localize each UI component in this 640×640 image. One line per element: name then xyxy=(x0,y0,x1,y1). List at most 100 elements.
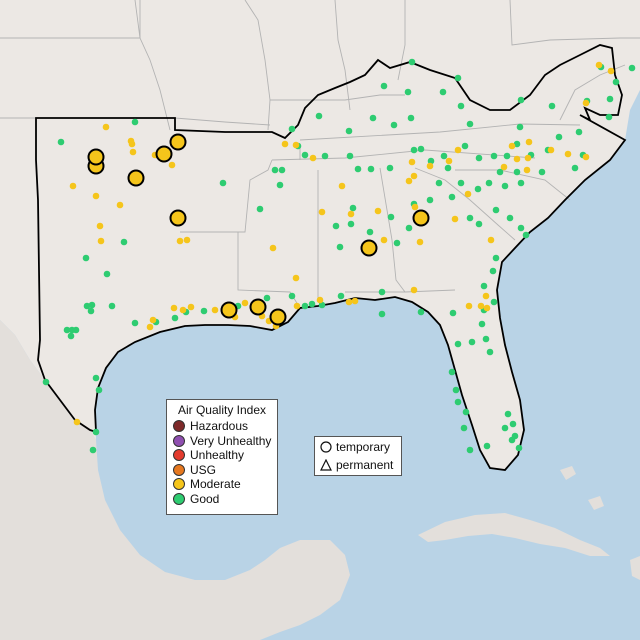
moderate-monitor-marker[interactable] xyxy=(176,237,184,245)
good-monitor-marker[interactable] xyxy=(444,164,452,172)
temporary-moderate-monitor-marker[interactable] xyxy=(220,301,238,319)
moderate-monitor-marker[interactable] xyxy=(168,161,176,169)
moderate-monitor-marker[interactable] xyxy=(408,158,416,166)
good-monitor-marker[interactable] xyxy=(452,386,460,394)
good-monitor-marker[interactable] xyxy=(503,152,511,160)
good-monitor-marker[interactable] xyxy=(378,288,386,296)
moderate-monitor-marker[interactable] xyxy=(508,142,516,150)
good-monitor-marker[interactable] xyxy=(538,168,546,176)
good-monitor-marker[interactable] xyxy=(628,64,636,72)
moderate-monitor-marker[interactable] xyxy=(351,297,359,305)
good-monitor-marker[interactable] xyxy=(448,193,456,201)
good-monitor-marker[interactable] xyxy=(485,179,493,187)
moderate-monitor-marker[interactable] xyxy=(454,146,462,154)
good-monitor-marker[interactable] xyxy=(515,444,523,452)
good-monitor-marker[interactable] xyxy=(454,340,462,348)
good-monitor-marker[interactable] xyxy=(332,222,340,230)
moderate-monitor-marker[interactable] xyxy=(451,215,459,223)
good-monitor-marker[interactable] xyxy=(522,231,530,239)
good-monitor-marker[interactable] xyxy=(108,302,116,310)
good-monitor-marker[interactable] xyxy=(513,140,521,148)
moderate-monitor-marker[interactable] xyxy=(149,316,157,324)
moderate-monitor-marker[interactable] xyxy=(127,137,135,145)
moderate-monitor-marker[interactable] xyxy=(525,138,533,146)
good-monitor-marker[interactable] xyxy=(345,127,353,135)
moderate-monitor-marker[interactable] xyxy=(146,323,154,331)
temporary-moderate-monitor-marker[interactable] xyxy=(360,239,378,257)
moderate-monitor-marker[interactable] xyxy=(211,306,219,314)
good-monitor-marker[interactable] xyxy=(407,114,415,122)
moderate-monitor-marker[interactable] xyxy=(116,201,124,209)
moderate-monitor-marker[interactable] xyxy=(97,237,105,245)
moderate-monitor-marker[interactable] xyxy=(564,150,572,158)
good-monitor-marker[interactable] xyxy=(131,118,139,126)
good-monitor-marker[interactable] xyxy=(501,182,509,190)
good-monitor-marker[interactable] xyxy=(366,228,374,236)
good-monitor-marker[interactable] xyxy=(475,154,483,162)
moderate-monitor-marker[interactable] xyxy=(582,153,590,161)
good-monitor-marker[interactable] xyxy=(466,120,474,128)
good-monitor-marker[interactable] xyxy=(349,204,357,212)
moderate-monitor-marker[interactable] xyxy=(281,140,289,148)
good-monitor-marker[interactable] xyxy=(462,408,470,416)
good-monitor-marker[interactable] xyxy=(490,298,498,306)
moderate-monitor-marker[interactable] xyxy=(241,299,249,307)
good-monitor-marker[interactable] xyxy=(454,74,462,82)
good-monitor-marker[interactable] xyxy=(417,145,425,153)
good-monitor-marker[interactable] xyxy=(449,309,457,317)
good-monitor-marker[interactable] xyxy=(516,123,524,131)
good-monitor-marker[interactable] xyxy=(575,128,583,136)
good-monitor-marker[interactable] xyxy=(508,436,516,444)
moderate-monitor-marker[interactable] xyxy=(318,208,326,216)
good-monitor-marker[interactable] xyxy=(103,270,111,278)
good-monitor-marker[interactable] xyxy=(483,442,491,450)
good-monitor-marker[interactable] xyxy=(271,166,279,174)
moderate-monitor-marker[interactable] xyxy=(380,236,388,244)
good-monitor-marker[interactable] xyxy=(288,125,296,133)
good-monitor-marker[interactable] xyxy=(513,168,521,176)
good-monitor-marker[interactable] xyxy=(426,196,434,204)
moderate-monitor-marker[interactable] xyxy=(607,67,615,75)
good-monitor-marker[interactable] xyxy=(482,335,490,343)
good-monitor-marker[interactable] xyxy=(606,95,614,103)
good-monitor-marker[interactable] xyxy=(489,267,497,275)
moderate-monitor-marker[interactable] xyxy=(170,304,178,312)
moderate-monitor-marker[interactable] xyxy=(347,210,355,218)
good-monitor-marker[interactable] xyxy=(369,114,377,122)
moderate-monitor-marker[interactable] xyxy=(374,207,382,215)
moderate-monitor-marker[interactable] xyxy=(487,236,495,244)
good-monitor-marker[interactable] xyxy=(474,185,482,193)
good-monitor-marker[interactable] xyxy=(435,179,443,187)
good-monitor-marker[interactable] xyxy=(417,308,425,316)
moderate-monitor-marker[interactable] xyxy=(416,238,424,246)
good-monitor-marker[interactable] xyxy=(337,292,345,300)
moderate-monitor-marker[interactable] xyxy=(293,302,301,310)
good-monitor-marker[interactable] xyxy=(171,314,179,322)
good-monitor-marker[interactable] xyxy=(555,133,563,141)
moderate-monitor-marker[interactable] xyxy=(524,154,532,162)
moderate-monitor-marker[interactable] xyxy=(338,182,346,190)
good-monitor-marker[interactable] xyxy=(509,420,517,428)
temporary-moderate-monitor-marker[interactable] xyxy=(87,148,105,166)
moderate-monitor-marker[interactable] xyxy=(477,302,485,310)
good-monitor-marker[interactable] xyxy=(95,386,103,394)
good-monitor-marker[interactable] xyxy=(200,307,208,315)
good-monitor-marker[interactable] xyxy=(517,96,525,104)
good-monitor-marker[interactable] xyxy=(42,378,50,386)
moderate-monitor-marker[interactable] xyxy=(183,236,191,244)
good-monitor-marker[interactable] xyxy=(288,292,296,300)
good-monitor-marker[interactable] xyxy=(88,301,96,309)
moderate-monitor-marker[interactable] xyxy=(345,298,353,306)
good-monitor-marker[interactable] xyxy=(346,152,354,160)
moderate-monitor-marker[interactable] xyxy=(582,99,590,107)
moderate-monitor-marker[interactable] xyxy=(500,163,508,171)
temporary-moderate-monitor-marker[interactable] xyxy=(169,209,187,227)
moderate-monitor-marker[interactable] xyxy=(547,146,555,154)
good-monitor-marker[interactable] xyxy=(605,113,613,121)
temporary-moderate-monitor-marker[interactable] xyxy=(269,308,287,326)
good-monitor-marker[interactable] xyxy=(278,166,286,174)
good-monitor-marker[interactable] xyxy=(571,164,579,172)
good-monitor-marker[interactable] xyxy=(408,58,416,66)
good-monitor-marker[interactable] xyxy=(83,302,91,310)
good-monitor-marker[interactable] xyxy=(404,88,412,96)
